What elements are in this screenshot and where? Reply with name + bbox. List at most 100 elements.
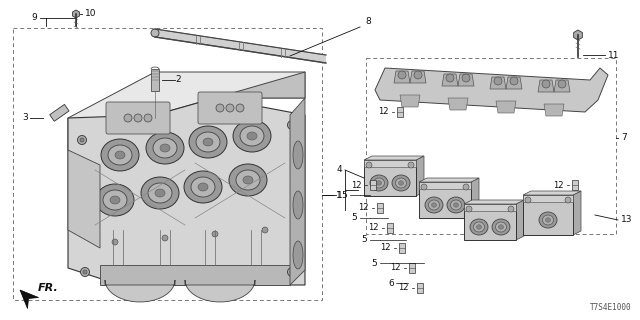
Text: 12: 12 — [358, 204, 369, 212]
Ellipse shape — [110, 196, 120, 204]
Bar — [397, 107, 403, 117]
Ellipse shape — [240, 126, 264, 146]
Circle shape — [124, 114, 132, 122]
Ellipse shape — [115, 151, 125, 159]
Ellipse shape — [492, 219, 510, 235]
Ellipse shape — [429, 200, 440, 210]
Ellipse shape — [103, 190, 127, 210]
Ellipse shape — [451, 200, 461, 210]
Text: 11: 11 — [608, 51, 620, 60]
Text: 12: 12 — [351, 180, 362, 189]
Ellipse shape — [141, 177, 179, 209]
Circle shape — [262, 227, 268, 233]
Bar — [419, 182, 471, 189]
Polygon shape — [290, 98, 305, 285]
Polygon shape — [442, 74, 458, 86]
Circle shape — [542, 80, 550, 88]
Circle shape — [408, 162, 414, 168]
Ellipse shape — [474, 222, 484, 232]
Ellipse shape — [101, 139, 139, 171]
Bar — [572, 180, 578, 190]
Bar — [417, 283, 423, 293]
Text: 5: 5 — [341, 190, 347, 199]
Polygon shape — [394, 71, 410, 83]
Circle shape — [134, 114, 142, 122]
Bar — [409, 263, 415, 273]
Ellipse shape — [155, 189, 165, 197]
Polygon shape — [490, 77, 506, 89]
Text: 2: 2 — [175, 76, 180, 84]
Ellipse shape — [243, 176, 253, 184]
Ellipse shape — [198, 183, 208, 191]
Polygon shape — [50, 104, 69, 121]
Polygon shape — [464, 200, 524, 204]
Text: 12: 12 — [369, 223, 379, 233]
Ellipse shape — [539, 212, 557, 228]
Circle shape — [83, 270, 87, 274]
Text: 12: 12 — [554, 180, 564, 189]
Polygon shape — [105, 280, 175, 302]
Text: 12: 12 — [390, 263, 401, 273]
Polygon shape — [471, 178, 479, 218]
Circle shape — [525, 197, 531, 203]
Bar — [419, 182, 471, 218]
Text: 5: 5 — [371, 259, 377, 268]
Circle shape — [226, 104, 234, 112]
Circle shape — [112, 239, 118, 245]
Circle shape — [494, 77, 502, 85]
Text: 12: 12 — [378, 108, 389, 116]
Ellipse shape — [160, 144, 170, 152]
Circle shape — [398, 71, 406, 79]
Circle shape — [446, 74, 454, 82]
Text: 10: 10 — [85, 10, 97, 19]
Polygon shape — [573, 191, 581, 235]
Ellipse shape — [392, 175, 410, 191]
Circle shape — [463, 184, 469, 190]
Ellipse shape — [470, 219, 488, 235]
Polygon shape — [68, 150, 100, 248]
Text: FR.: FR. — [38, 283, 59, 293]
Ellipse shape — [203, 138, 213, 146]
Circle shape — [462, 74, 470, 82]
Bar — [377, 203, 383, 213]
Polygon shape — [68, 98, 305, 285]
Text: 7: 7 — [621, 133, 627, 142]
Text: 4: 4 — [337, 165, 342, 174]
Ellipse shape — [153, 138, 177, 158]
Bar — [366, 58, 616, 234]
Bar — [387, 223, 393, 233]
Circle shape — [558, 80, 566, 88]
Ellipse shape — [191, 177, 215, 197]
Polygon shape — [573, 30, 582, 40]
Polygon shape — [544, 104, 564, 116]
Circle shape — [466, 206, 472, 212]
Circle shape — [565, 197, 571, 203]
Ellipse shape — [189, 126, 227, 158]
Ellipse shape — [431, 203, 436, 207]
Ellipse shape — [447, 197, 465, 213]
Polygon shape — [554, 80, 570, 92]
Circle shape — [144, 114, 152, 122]
Text: 5: 5 — [361, 236, 367, 244]
Ellipse shape — [148, 183, 172, 203]
Bar — [151, 69, 159, 91]
Polygon shape — [100, 265, 290, 285]
Polygon shape — [506, 77, 522, 89]
Ellipse shape — [545, 218, 550, 222]
Polygon shape — [496, 101, 516, 113]
Polygon shape — [419, 178, 479, 182]
Text: 13: 13 — [621, 215, 632, 225]
Circle shape — [290, 123, 294, 127]
Polygon shape — [458, 74, 474, 86]
Ellipse shape — [495, 222, 506, 232]
Circle shape — [216, 104, 224, 112]
Text: 5: 5 — [351, 213, 357, 222]
Ellipse shape — [236, 170, 260, 190]
FancyBboxPatch shape — [198, 92, 262, 124]
Ellipse shape — [499, 225, 504, 229]
Ellipse shape — [293, 241, 303, 269]
Ellipse shape — [425, 197, 443, 213]
Polygon shape — [72, 10, 79, 18]
FancyBboxPatch shape — [106, 102, 170, 134]
Ellipse shape — [247, 132, 257, 140]
